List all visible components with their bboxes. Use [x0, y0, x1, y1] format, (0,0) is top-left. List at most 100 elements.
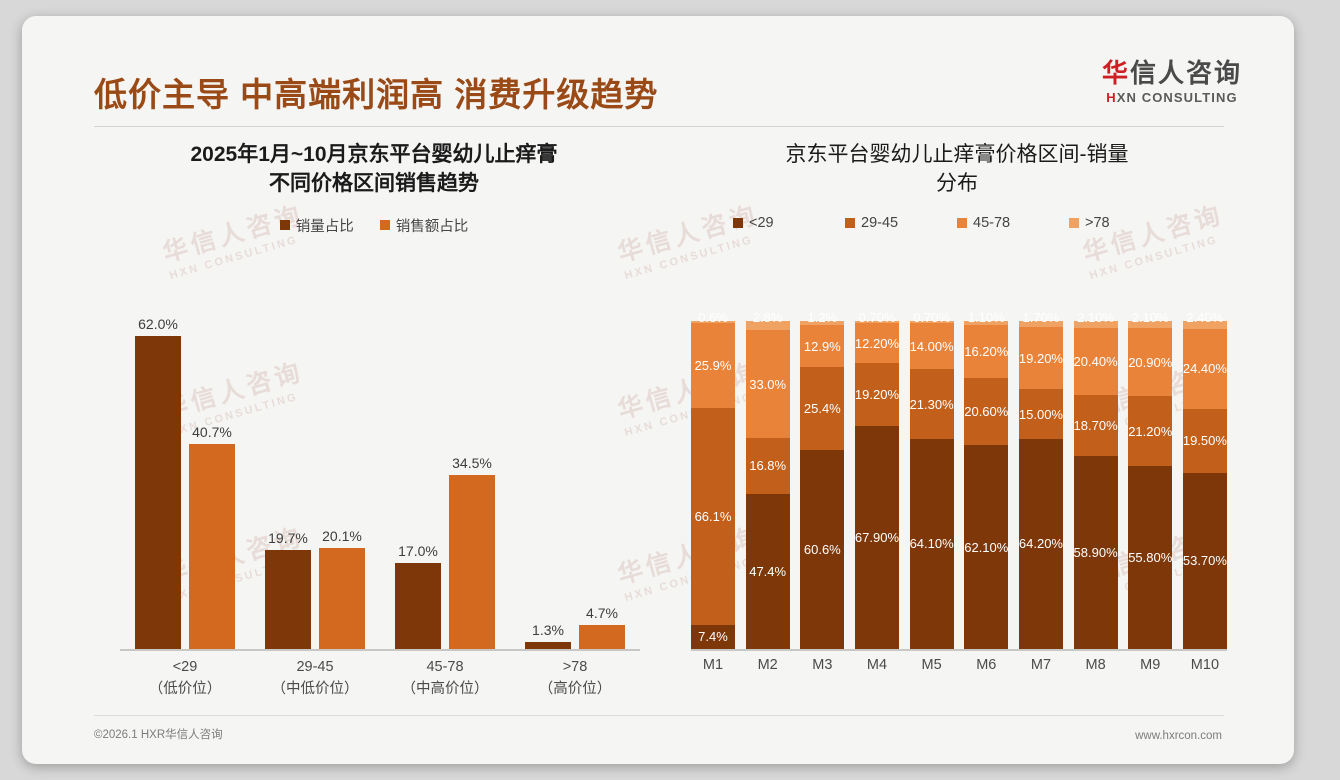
- stack-segment[interactable]: 64.20%: [1019, 438, 1063, 649]
- stack-segment-label: 16.8%: [749, 458, 787, 474]
- stack-segment[interactable]: 2.10%: [1128, 310, 1173, 328]
- stack-segment[interactable]: 12.9%: [800, 324, 845, 368]
- stacked-bar[interactable]: 0.6% 25.9% 66.1% 7.4%: [691, 310, 735, 649]
- x-tick-sublabel: （中低价位）: [271, 680, 359, 697]
- stacked-bar[interactable]: 2.10% 20.90% 21.20% 55.80%: [1128, 310, 1173, 649]
- stack-segment[interactable]: 25.4%: [800, 367, 845, 451]
- slide: 低价主导 中高端利润高 消费升级趋势 华信人咨询 HXN CONSULTING …: [22, 16, 1294, 764]
- stack-segment[interactable]: 16.20%: [964, 324, 1008, 378]
- stack-segment[interactable]: 20.90%: [1128, 327, 1172, 397]
- stacked-bar[interactable]: 1.70% 19.20% 15.00% 64.20%: [1018, 310, 1063, 649]
- logo-english: HXN CONSULTING: [1102, 90, 1242, 105]
- stack-segment[interactable]: 2.10%: [1073, 310, 1118, 328]
- stack-segment[interactable]: 2.8%: [745, 310, 790, 331]
- bar-column[interactable]: 40.7%: [189, 316, 235, 649]
- stack-segment-label: 0.70%: [913, 309, 951, 325]
- stack-segment-label: 19.20%: [854, 387, 900, 403]
- bar-value-label: 1.3%: [532, 622, 564, 638]
- stack-segment[interactable]: 1.10%: [964, 310, 1009, 325]
- stack-segment-label: 7.4%: [698, 629, 728, 645]
- stack-segment[interactable]: 66.1%: [691, 407, 735, 625]
- bar[interactable]: [135, 336, 181, 649]
- stack-segment[interactable]: 25.9%: [691, 322, 735, 408]
- x-axis-tick: 29-45 （中低价位）: [257, 657, 373, 701]
- stacked-bar[interactable]: 1.2% 12.9% 25.4% 60.6%: [800, 310, 845, 649]
- bar-column[interactable]: 17.0%: [395, 316, 441, 649]
- bar[interactable]: [189, 444, 235, 649]
- bar[interactable]: [319, 548, 365, 649]
- legend-item-29-45[interactable]: 29-45: [845, 215, 957, 231]
- stacked-bar[interactable]: 1.10% 16.20% 20.60% 62.10%: [964, 310, 1009, 649]
- stack-segment[interactable]: 58.90%: [1074, 456, 1118, 649]
- bar-value-label: 19.7%: [268, 530, 308, 546]
- x-axis-tick: M7: [1030, 657, 1052, 673]
- footer-website[interactable]: www.hxrcon.com: [1135, 730, 1222, 742]
- legend-item-sales-amount[interactable]: 销售额占比: [379, 215, 468, 236]
- bar[interactable]: [525, 642, 571, 649]
- x-axis-tick: M8: [1085, 657, 1106, 673]
- stack-segment[interactable]: 16.8%: [745, 438, 790, 494]
- stack-segment[interactable]: 15.00%: [1019, 389, 1063, 439]
- stack-segment[interactable]: 0.70%: [854, 310, 899, 325]
- legend-item-sales-volume[interactable]: 销量占比: [279, 215, 354, 236]
- x-tick-sublabel: （高价位）: [538, 680, 612, 697]
- stack-segment[interactable]: 0.6%: [691, 310, 735, 325]
- stack-segment[interactable]: 1.70%: [1018, 310, 1063, 327]
- stacked-bar[interactable]: 2.40% 24.40% 19.50% 53.70%: [1182, 310, 1227, 649]
- bar-column[interactable]: 4.7%: [579, 316, 625, 649]
- bar-column[interactable]: 20.1%: [319, 316, 365, 649]
- stack-segment-label: 58.90%: [1073, 545, 1118, 560]
- left-chart-title-line2: 不同价格区间销售趋势: [269, 171, 479, 195]
- bar[interactable]: [395, 563, 441, 649]
- stacked-bar[interactable]: 2.8% 33.0% 16.8% 47.4%: [745, 310, 790, 649]
- legend-item-over-78[interactable]: >78: [1069, 215, 1181, 231]
- stack-segment[interactable]: 7.4%: [691, 624, 735, 649]
- bar-column[interactable]: 19.7%: [265, 316, 311, 649]
- left-chart-plot: 62.0% 40.7% 19.7% 20.1%: [102, 316, 652, 697]
- stack-segment[interactable]: 20.60%: [964, 377, 1008, 446]
- stacked-bar[interactable]: 0.70% 14.00% 21.30% 64.10%: [909, 310, 954, 649]
- x-axis-tick: <29 （低价位）: [127, 657, 243, 701]
- stack-segment[interactable]: 1.2%: [800, 310, 845, 325]
- stack-segment[interactable]: 18.70%: [1074, 394, 1118, 456]
- bar[interactable]: [449, 475, 495, 649]
- legend-item-45-78[interactable]: 45-78: [957, 215, 1069, 231]
- stack-segment[interactable]: 0.70%: [909, 310, 954, 325]
- stack-segment[interactable]: 55.80%: [1128, 465, 1172, 649]
- stack-segment[interactable]: 53.70%: [1183, 472, 1227, 649]
- stack-segment-label: 20.40%: [1073, 353, 1118, 369]
- legend-item-under-29[interactable]: <29: [733, 215, 845, 231]
- stack-segment[interactable]: 14.00%: [910, 323, 954, 370]
- stack-segment-label: 66.1%: [694, 508, 732, 524]
- x-tick-label: 29-45: [296, 659, 334, 675]
- stack-segment[interactable]: 21.20%: [1128, 396, 1172, 466]
- stack-segment[interactable]: 19.50%: [1183, 408, 1227, 473]
- stack-segment[interactable]: 19.20%: [855, 363, 899, 427]
- stack-segment[interactable]: 64.10%: [910, 438, 954, 649]
- legend-swatch-icon: [1069, 217, 1079, 228]
- stacked-bar[interactable]: 2.10% 20.40% 18.70% 58.90%: [1073, 310, 1118, 649]
- legend-label: >78: [1085, 214, 1110, 231]
- stack-segment[interactable]: 21.30%: [910, 369, 954, 439]
- stack-segment-label: 1.10%: [967, 309, 1005, 325]
- right-chart-x-axis: M1 M2 M3 M4 M5 M6 M7 M8 M9 M10: [691, 657, 1227, 673]
- stack-segment[interactable]: 47.4%: [745, 493, 790, 649]
- bar-column[interactable]: 34.5%: [449, 316, 495, 649]
- stack-segment[interactable]: 12.20%: [855, 323, 899, 364]
- stack-segment[interactable]: 33.0%: [745, 330, 790, 439]
- stack-segment[interactable]: 62.10%: [964, 445, 1008, 649]
- stack-segment-label: 12.9%: [803, 338, 841, 354]
- bar-column[interactable]: 62.0%: [135, 316, 181, 649]
- stack-segment[interactable]: 19.20%: [1019, 326, 1063, 390]
- stack-segment[interactable]: 67.90%: [855, 426, 899, 649]
- stack-segment[interactable]: 2.40%: [1182, 310, 1227, 329]
- stacked-bar[interactable]: 0.70% 12.20% 19.20% 67.90%: [854, 310, 899, 649]
- stack-segment[interactable]: 20.40%: [1074, 327, 1118, 395]
- stack-segment[interactable]: 24.40%: [1183, 328, 1227, 409]
- header-divider: [94, 126, 1224, 127]
- bar-column[interactable]: 1.3%: [525, 316, 571, 649]
- x-tick-label: <29: [172, 659, 198, 675]
- bar[interactable]: [579, 625, 625, 649]
- stack-segment[interactable]: 60.6%: [800, 450, 845, 649]
- bar[interactable]: [265, 550, 311, 649]
